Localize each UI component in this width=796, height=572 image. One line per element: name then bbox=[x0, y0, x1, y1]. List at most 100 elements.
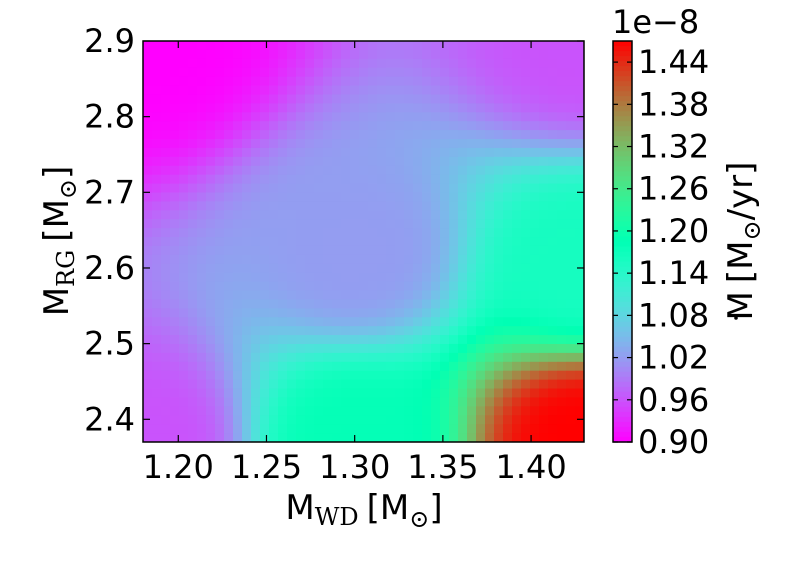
heatmap-cell bbox=[143, 415, 153, 425]
heatmap-cell bbox=[359, 317, 369, 327]
heatmap-cell bbox=[467, 147, 477, 158]
heatmap-cell bbox=[530, 352, 540, 363]
heatmap-cell bbox=[197, 237, 207, 247]
heatmap-cell bbox=[314, 352, 324, 363]
heatmap-cell bbox=[467, 58, 477, 69]
heatmap-cell bbox=[314, 406, 324, 416]
colorbar-segment bbox=[613, 221, 632, 228]
heatmap-cell bbox=[170, 156, 180, 167]
heatmap-cell bbox=[269, 415, 279, 425]
heatmap-cell bbox=[332, 281, 342, 292]
heatmap-cell bbox=[449, 219, 459, 229]
heatmap-cell bbox=[449, 281, 459, 292]
heatmap-cell bbox=[170, 254, 180, 265]
heatmap-cell bbox=[503, 112, 513, 122]
heatmap-cell bbox=[485, 415, 495, 425]
heatmap-cell bbox=[566, 352, 576, 363]
heatmap-cell bbox=[215, 263, 225, 274]
heatmap-cell bbox=[521, 388, 531, 399]
heatmap-cell bbox=[143, 183, 153, 194]
heatmap-cell bbox=[197, 397, 207, 407]
heatmap-cell bbox=[449, 174, 459, 185]
heatmap-cell bbox=[332, 67, 342, 78]
heatmap-cell bbox=[377, 397, 387, 407]
heatmap-cell bbox=[476, 183, 486, 194]
heatmap-cell bbox=[188, 370, 198, 381]
heatmap-cell bbox=[251, 210, 261, 220]
heatmap-cell bbox=[278, 281, 288, 292]
heatmap-cell bbox=[341, 210, 351, 220]
heatmap-cell bbox=[503, 165, 513, 176]
heatmap-cell bbox=[161, 352, 171, 363]
heatmap-cell bbox=[332, 156, 342, 167]
heatmap-cell bbox=[566, 201, 576, 211]
heatmap-cell bbox=[170, 290, 180, 301]
heatmap-cell bbox=[404, 263, 414, 274]
heatmap-cell bbox=[296, 379, 306, 390]
heatmap-cell bbox=[233, 308, 243, 318]
heatmap-cell bbox=[359, 433, 369, 442]
heatmap-cell bbox=[287, 219, 297, 229]
heatmap-cell bbox=[332, 174, 342, 185]
heatmap-cell bbox=[314, 41, 324, 51]
heatmap-cell bbox=[386, 85, 396, 96]
heatmap-cell bbox=[512, 272, 522, 283]
heatmap-cell bbox=[413, 424, 423, 434]
heatmap-cell bbox=[152, 156, 162, 167]
heatmap-cell bbox=[233, 192, 243, 202]
heatmap-cell bbox=[215, 228, 225, 238]
heatmap-cell bbox=[323, 433, 333, 442]
heatmap-cell bbox=[179, 433, 189, 442]
heatmap-cell bbox=[332, 112, 342, 122]
heatmap-cell bbox=[431, 228, 441, 238]
heatmap-cell bbox=[539, 94, 549, 104]
heatmap-cell bbox=[161, 326, 171, 336]
heatmap-cell bbox=[296, 49, 306, 60]
heatmap-cell bbox=[251, 76, 261, 87]
heatmap-cell bbox=[161, 103, 171, 113]
heatmap-cell bbox=[152, 201, 162, 211]
heatmap-cell bbox=[521, 165, 531, 176]
heatmap-cell bbox=[458, 85, 468, 96]
heatmap-cell bbox=[260, 317, 270, 327]
heatmap-cell bbox=[296, 130, 306, 140]
heatmap-cell bbox=[260, 201, 270, 211]
heatmap-cell bbox=[566, 406, 576, 416]
heatmap-cell bbox=[431, 49, 441, 60]
heatmap-cell bbox=[377, 406, 387, 416]
heatmap-cell bbox=[404, 130, 414, 140]
heatmap-cell bbox=[467, 388, 477, 399]
colorbar-segment bbox=[613, 326, 632, 333]
heatmap-cell bbox=[269, 94, 279, 104]
heatmap-cell bbox=[575, 58, 584, 69]
heatmap-cell bbox=[413, 67, 423, 78]
heatmap-cell bbox=[188, 308, 198, 318]
heatmap-cell bbox=[170, 112, 180, 122]
heatmap-cell bbox=[521, 415, 531, 425]
heatmap-cell bbox=[341, 361, 351, 372]
heatmap-cell bbox=[269, 254, 279, 265]
heatmap-cell bbox=[278, 335, 288, 345]
colorbar-segment bbox=[613, 426, 632, 433]
heatmap-cell bbox=[395, 174, 405, 185]
heatmap-cell bbox=[251, 147, 261, 158]
heatmap-cell bbox=[557, 41, 567, 51]
heatmap-cell bbox=[341, 406, 351, 416]
heatmap-cell bbox=[269, 406, 279, 416]
heatmap-cell bbox=[323, 49, 333, 60]
heatmap-cell bbox=[386, 379, 396, 390]
heatmap-cell bbox=[197, 201, 207, 211]
heatmap-cell bbox=[197, 406, 207, 416]
heatmap-cell bbox=[215, 281, 225, 292]
heatmap-cell bbox=[368, 130, 378, 140]
heatmap-cell bbox=[152, 121, 162, 131]
heatmap-cell bbox=[296, 210, 306, 220]
heatmap-cell bbox=[404, 139, 414, 149]
heatmap-cell bbox=[197, 343, 207, 354]
heatmap-cell bbox=[539, 174, 549, 185]
heatmap-cell bbox=[323, 210, 333, 220]
heatmap-cell bbox=[566, 210, 576, 220]
heatmap-cell bbox=[296, 76, 306, 87]
heatmap-cell bbox=[521, 49, 531, 60]
heatmap-cell bbox=[359, 130, 369, 140]
